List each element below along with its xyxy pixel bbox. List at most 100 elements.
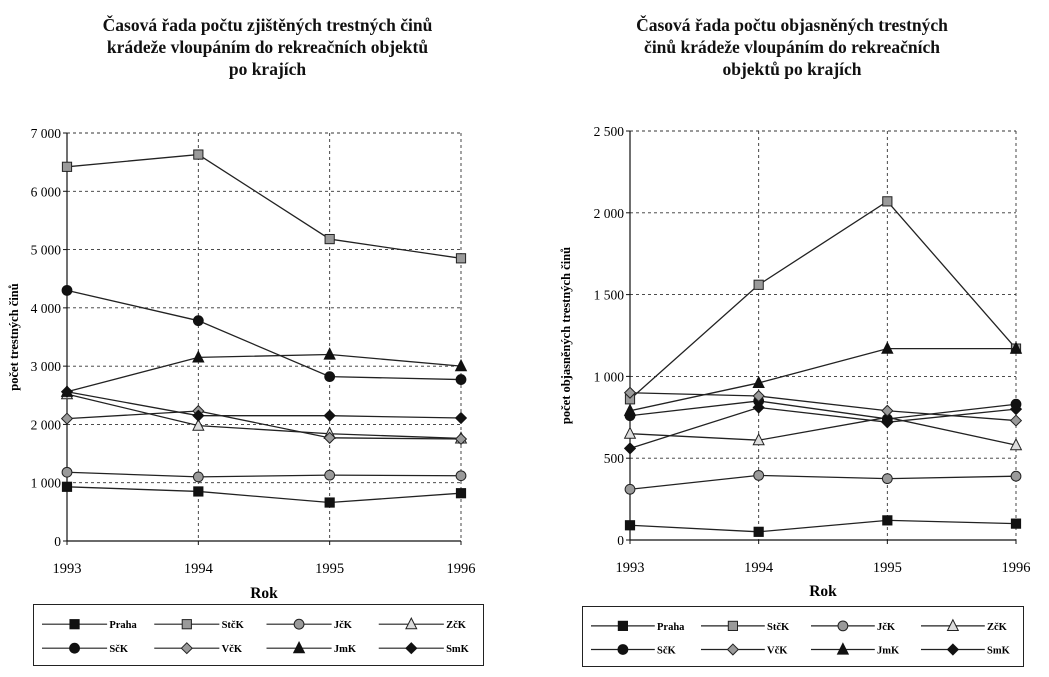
legend-marker (405, 616, 418, 630)
data-point (192, 350, 205, 363)
y-tick-label: 1 500 (594, 288, 625, 303)
legend-label: JčK (334, 620, 353, 631)
plot-area: 0 1 000 2 000 3 000 4 000 5 000 6 000 7 000 1993… (7, 126, 476, 602)
data-point (1009, 341, 1023, 354)
y-tick-label: 1 000 (31, 476, 62, 491)
y-tick-label: 3 000 (31, 359, 62, 374)
series-line (66, 153, 462, 259)
series-StčK (61, 149, 467, 264)
legend-label: ZčK (987, 622, 1008, 633)
data-point (324, 233, 335, 245)
legend-label: Praha (109, 620, 137, 631)
series-Praha (61, 481, 467, 508)
legend-item: JčK (266, 618, 353, 631)
legend-marker (69, 642, 80, 654)
series-SmK (623, 401, 1023, 455)
x-tick-label: 1996 (1002, 560, 1031, 576)
y-tick-label: 4 000 (31, 301, 62, 316)
legend-label: SmK (987, 645, 1011, 656)
data-point (1009, 414, 1023, 427)
data-point (753, 526, 764, 537)
x-tick-label: 1995 (873, 560, 902, 576)
x-tick-label: 1993 (616, 560, 645, 576)
x-tick-label: 1995 (315, 561, 344, 577)
legend-marker (617, 620, 628, 631)
data-point (454, 411, 468, 425)
chart-title: Časová řada počtu zjištěných trestných č… (30, 14, 505, 80)
data-point (881, 473, 893, 485)
data-point (193, 486, 204, 497)
legend-marker (727, 620, 739, 631)
y-tick-label: 6 000 (31, 184, 62, 199)
y-tick-label: 2 500 (594, 124, 625, 139)
series-VčK (60, 404, 468, 446)
chart-title: Časová řada počtu objasněných trestných … (555, 14, 1029, 80)
chart-title-line: Časová řada počtu zjištěných trestných č… (102, 15, 433, 35)
series-JčK (624, 469, 1022, 495)
series-line (66, 391, 462, 419)
data-point (753, 469, 765, 481)
series-StčK (624, 196, 1022, 405)
chart-title-line: po krajích (228, 59, 307, 79)
legend-label: Praha (657, 622, 685, 633)
legend-marker (69, 619, 80, 630)
series-line (66, 471, 462, 478)
legend-item: SmK (378, 642, 470, 655)
y-tick-label: 5 000 (31, 243, 62, 258)
legend-item: SčK (42, 642, 129, 655)
x-tick-label: 1996 (447, 561, 476, 577)
legend-item: JčK (811, 620, 896, 633)
series-line (66, 393, 462, 440)
series-line (629, 200, 1017, 400)
data-point (323, 431, 336, 444)
data-point (454, 432, 468, 446)
legend-label: JmK (877, 645, 900, 656)
data-point (192, 315, 204, 327)
legend-marker (293, 618, 305, 630)
y-tick-label: 500 (604, 451, 625, 466)
legend-label: StčK (222, 620, 245, 631)
data-point (455, 374, 467, 385)
legend-item: VčK (701, 643, 788, 656)
plot-area: 0 500 1 000 1 500 2 000 2 500 1993 1994 1995 1996… (559, 124, 1031, 600)
legend-marker (837, 620, 849, 632)
data-point (752, 401, 765, 414)
series-JmK (623, 341, 1023, 416)
series-SmK (60, 385, 468, 425)
legend-svg: Praha StčK JčK ZčK SčK VčK JmK SmK (591, 618, 1011, 656)
data-point (61, 284, 73, 296)
y-axis-label: počet objasněných trestných činů (559, 247, 573, 424)
data-point (61, 481, 73, 492)
chart-title-line: činů krádeže vloupáním do rekreačních (644, 37, 940, 57)
series-line (66, 289, 462, 381)
series-line (66, 486, 462, 504)
x-tick-label: 1994 (184, 561, 214, 577)
data-point (624, 483, 636, 495)
x-axis-label: Rok (809, 583, 837, 600)
y-tick-label: 0 (617, 533, 624, 548)
y-tick-label: 2 000 (594, 206, 625, 221)
data-point (624, 520, 636, 531)
data-point (1010, 470, 1022, 482)
chart-title-line: objektů po krajích (722, 59, 862, 79)
data-point (455, 470, 467, 482)
legend-label: SmK (446, 644, 470, 655)
data-point (192, 409, 205, 422)
data-point (192, 418, 205, 431)
data-point (454, 358, 468, 372)
data-point (1009, 403, 1023, 416)
series-SčK (61, 284, 467, 385)
data-point (455, 488, 467, 499)
x-tick-label: 1994 (744, 560, 774, 576)
data-point (324, 497, 335, 508)
legend-item: JmK (266, 640, 357, 655)
y-tick-label: 2 000 (31, 417, 62, 432)
legend-marker (180, 642, 193, 655)
legend-item: JmK (811, 642, 900, 656)
legend: Praha StčK JčK ZčK SčK VčK JmK SmK (582, 606, 1024, 667)
legend-label: VčK (767, 645, 788, 656)
legend-marker (181, 619, 192, 630)
legend-label: VčK (222, 644, 243, 655)
legend-label: StčK (767, 622, 790, 633)
series-JčK (61, 466, 467, 483)
